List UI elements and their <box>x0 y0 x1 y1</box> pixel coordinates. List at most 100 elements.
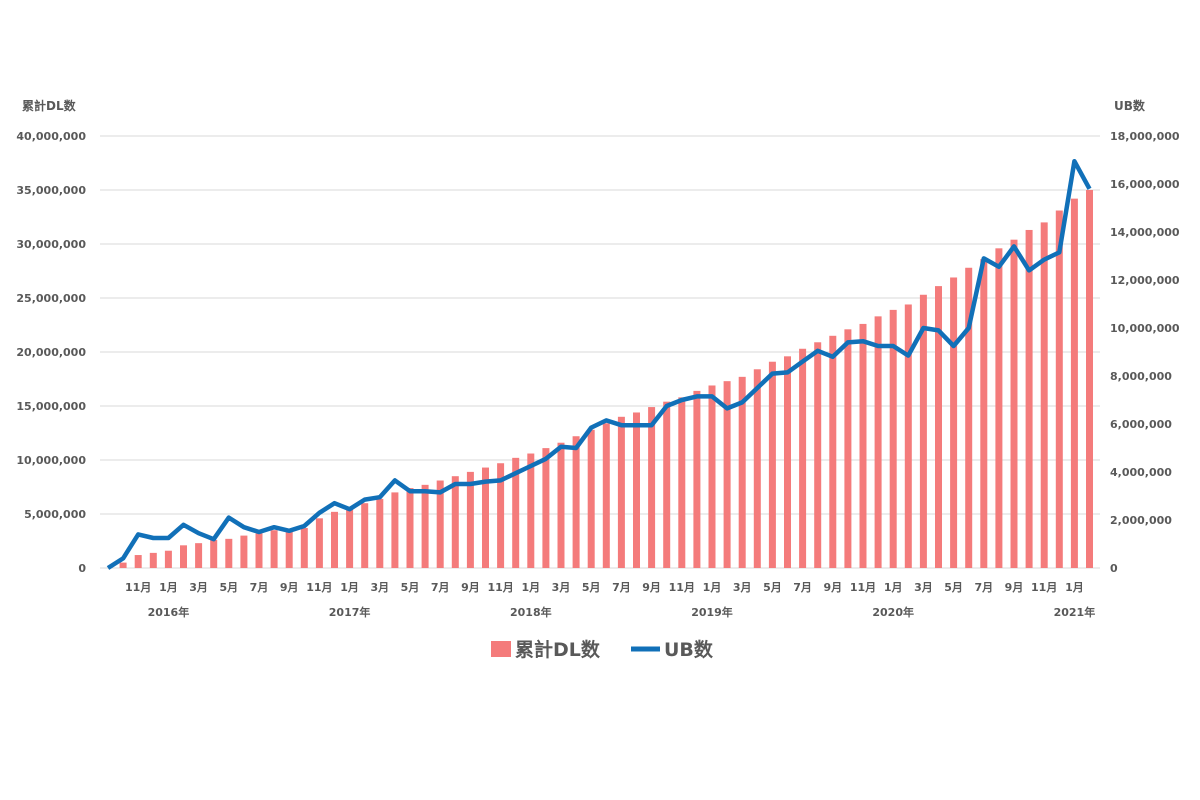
x-tick-label: 5月 <box>219 581 238 594</box>
bar <box>406 488 414 568</box>
bar <box>270 530 278 568</box>
bar <box>149 552 157 568</box>
right-tick-label: 6,000,000 <box>1110 418 1172 431</box>
x-tick-label: 7月 <box>250 581 269 594</box>
x-tick-label: 11月 <box>306 581 332 594</box>
x-tick-label: 3月 <box>914 581 933 594</box>
right-axis-ticks: 0 2,000,000 4,000,000 6,000,000 8,000,000 10,… <box>1110 130 1180 575</box>
bar <box>844 329 852 568</box>
x-tick-label: 3月 <box>733 581 752 594</box>
legend-bar-swatch <box>491 641 511 657</box>
x-tick-label: 7月 <box>974 581 993 594</box>
right-tick-label: 18,000,000 <box>1110 130 1180 143</box>
x-tick-label: 11月 <box>487 581 513 594</box>
bar <box>829 335 837 568</box>
bar <box>527 453 535 568</box>
bar <box>814 342 822 568</box>
left-tick-label: 5,000,000 <box>24 508 86 521</box>
bar <box>693 390 701 568</box>
bar <box>512 457 520 568</box>
year-label: 2017年 <box>329 605 371 619</box>
bar <box>708 385 716 568</box>
year-label: 2021年 <box>1054 605 1096 619</box>
year-label: 2016年 <box>148 605 190 619</box>
left-tick-label: 20,000,000 <box>16 346 86 359</box>
bar <box>617 416 625 568</box>
x-tick-label: 1月 <box>159 581 178 594</box>
bar <box>451 476 459 568</box>
left-tick-label: 15,000,000 <box>16 400 86 413</box>
bar <box>587 429 595 568</box>
bar <box>1086 190 1093 568</box>
x-axis-ticks: 11月 1月 3月 5月 7月 9月 11月 1月 3月 5月 7月 9月 11月 1月 3月 5月 7月 9月 1… <box>125 581 1084 594</box>
x-tick-label: 5月 <box>944 581 963 594</box>
x-tick-label: 1月 <box>1065 581 1084 594</box>
bar <box>663 401 671 568</box>
bar <box>482 467 489 568</box>
bar <box>919 294 927 568</box>
line-series-ub <box>106 158 1092 570</box>
x-tick-label: 9月 <box>280 581 299 594</box>
x-tick-label: 1月 <box>340 581 359 594</box>
bar <box>784 356 791 568</box>
bar <box>361 503 369 568</box>
bar <box>542 448 550 568</box>
bar <box>346 508 354 568</box>
left-tick-label: 30,000,000 <box>16 238 86 251</box>
bar <box>240 535 248 568</box>
x-axis-year-labels: 2016年 2017年 2018年 2019年 2020年 2021年 <box>148 605 1096 619</box>
bar <box>557 442 565 568</box>
bar <box>904 304 912 568</box>
right-tick-label: 8,000,000 <box>1110 370 1172 383</box>
bar <box>768 361 776 568</box>
right-axis-title: UB数 <box>1114 98 1146 113</box>
bar <box>164 550 172 568</box>
bar <box>180 545 187 568</box>
x-tick-label: 9月 <box>823 581 842 594</box>
bar <box>950 277 958 568</box>
bar <box>738 376 746 568</box>
bar <box>1055 210 1063 568</box>
year-label: 2020年 <box>872 605 914 619</box>
bar <box>1010 239 1018 568</box>
bar <box>980 259 988 568</box>
bar <box>859 323 867 568</box>
legend-label-dl: 累計DL数 <box>515 638 601 661</box>
bar <box>874 316 882 568</box>
bar <box>633 412 640 568</box>
bar <box>995 248 1003 568</box>
right-tick-label: 14,000,000 <box>1110 226 1180 239</box>
bar <box>285 531 293 568</box>
right-tick-label: 10,000,000 <box>1110 322 1180 335</box>
bar <box>1070 198 1078 568</box>
bar <box>572 436 580 568</box>
left-tick-label: 0 <box>78 562 86 575</box>
x-tick-label: 1月 <box>884 581 903 594</box>
bar <box>753 369 761 568</box>
x-tick-label: 7月 <box>431 581 450 594</box>
bar <box>225 538 233 568</box>
x-tick-label: 11月 <box>850 581 876 594</box>
legend-label-ub: UB数 <box>664 638 714 661</box>
left-axis-title: 累計DL数 <box>22 98 77 113</box>
x-tick-label: 5月 <box>763 581 782 594</box>
left-tick-label: 25,000,000 <box>16 292 86 305</box>
bar <box>935 286 942 568</box>
x-tick-label: 7月 <box>793 581 812 594</box>
x-tick-label: 1月 <box>521 581 540 594</box>
bar-series-dl <box>119 190 1093 568</box>
x-tick-label: 9月 <box>461 581 480 594</box>
gridlines <box>100 135 1100 569</box>
bar <box>965 267 973 568</box>
legend: 累計DL数 UB数 <box>491 638 714 661</box>
x-tick-label: 3月 <box>189 581 208 594</box>
x-tick-label: 11月 <box>1031 581 1057 594</box>
bar <box>255 533 263 568</box>
right-tick-label: 4,000,000 <box>1110 466 1172 479</box>
left-tick-label: 10,000,000 <box>16 454 86 467</box>
x-tick-label: 11月 <box>669 581 695 594</box>
right-tick-label: 16,000,000 <box>1110 178 1180 191</box>
bar <box>723 381 731 568</box>
year-label: 2019年 <box>691 605 733 619</box>
